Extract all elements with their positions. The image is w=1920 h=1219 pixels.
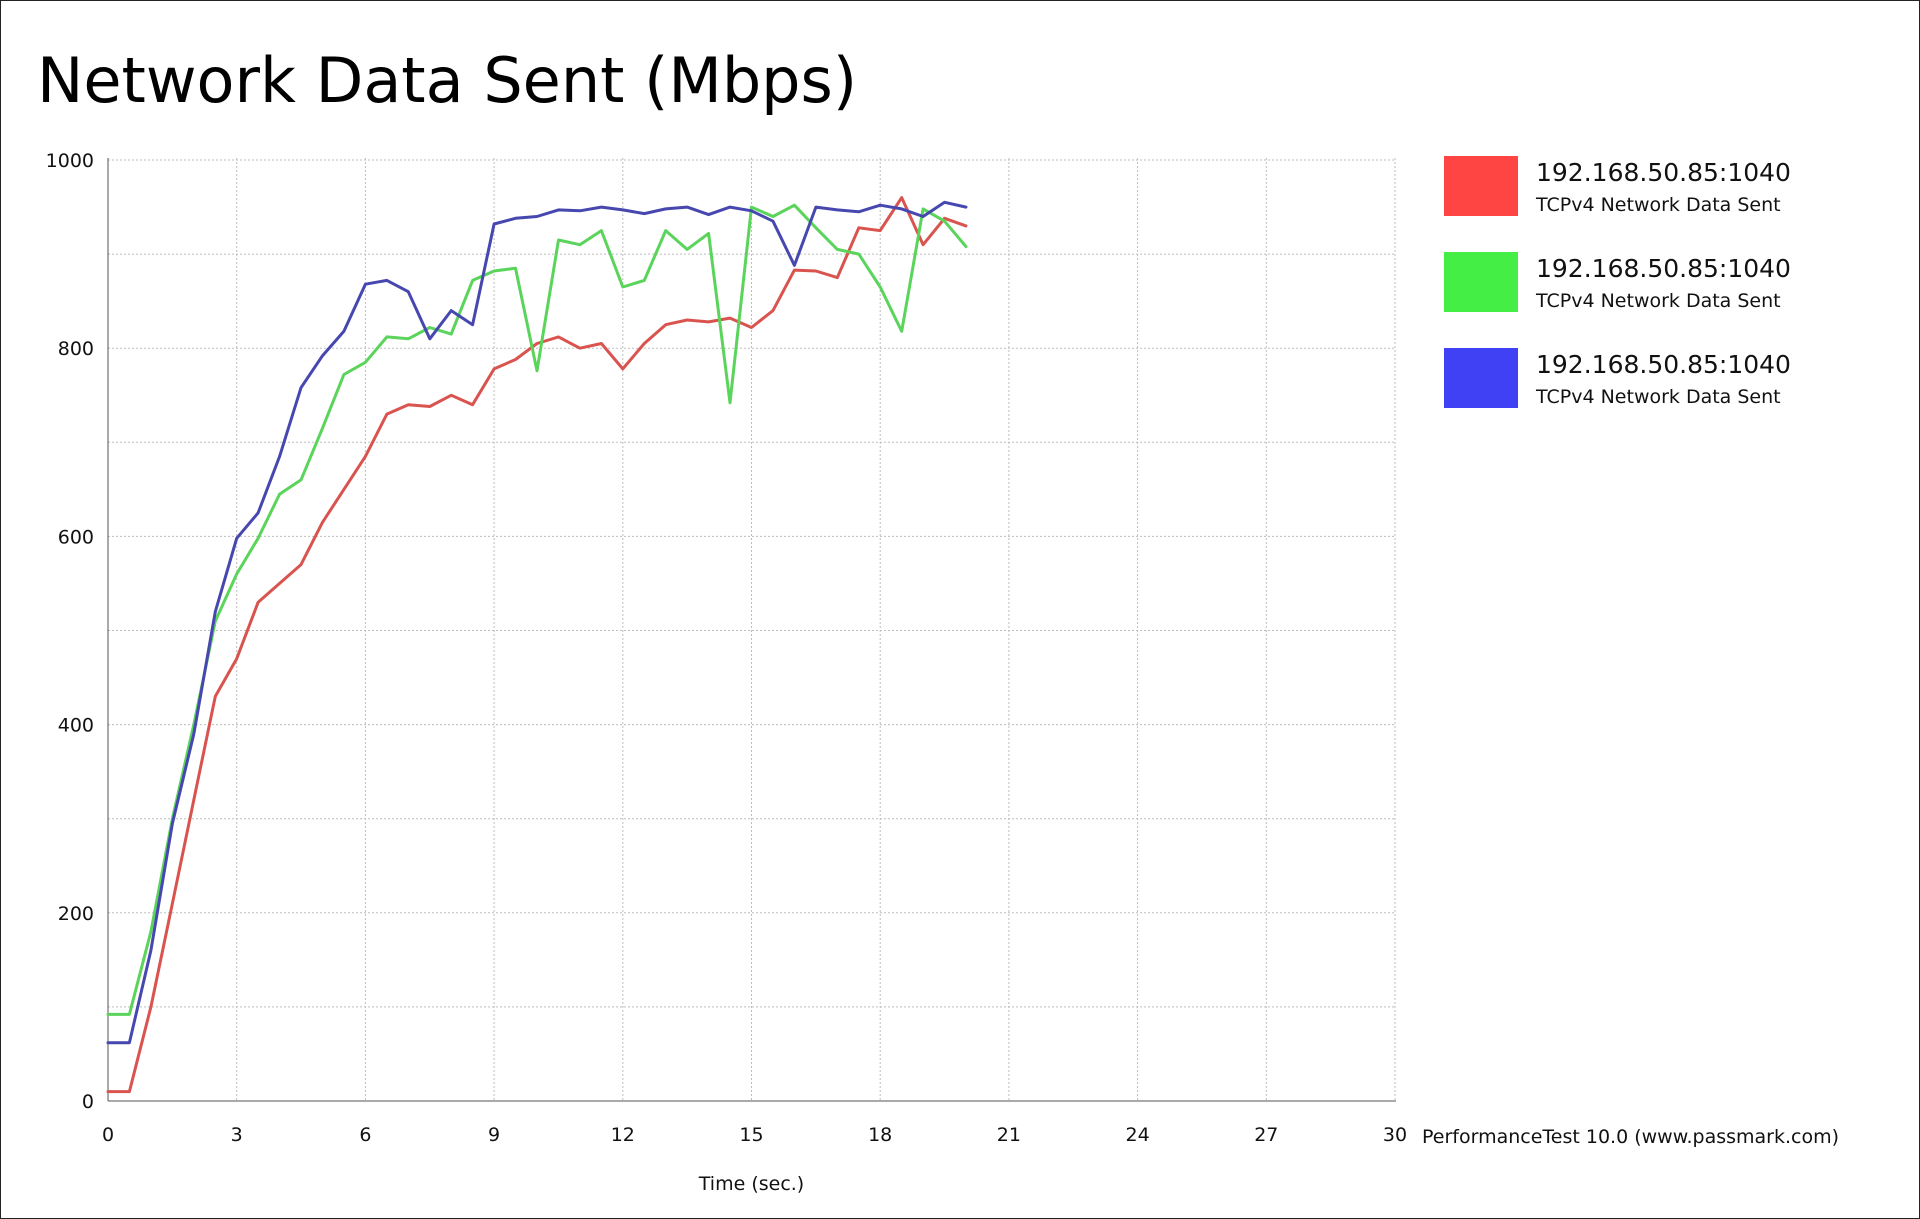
legend-item: 192.168.50.85:1040 TCPv4 Network Data Sen…: [1444, 348, 1864, 444]
series-line-3: [106, 200, 968, 1045]
legend-item: 192.168.50.85:1040 TCPv4 Network Data Sen…: [1444, 156, 1864, 252]
legend-swatch: [1444, 156, 1518, 216]
chart-title: Network Data Sent (Mbps): [37, 44, 858, 117]
grid: [107, 158, 1396, 1102]
y-tick-label: 800: [58, 338, 94, 360]
x-tick-label: 18: [868, 1124, 892, 1146]
x-tick-label: 12: [611, 1124, 635, 1146]
x-tick-label: 6: [359, 1124, 371, 1146]
series-lines: [106, 196, 968, 1094]
y-tick-label: 400: [58, 715, 94, 737]
legend-swatch: [1444, 348, 1518, 408]
x-axis-label: Time (sec.): [698, 1173, 804, 1195]
y-tick-label: 200: [58, 903, 94, 925]
x-tick-label: 24: [1126, 1124, 1150, 1146]
y-tick-label: 0: [82, 1091, 94, 1113]
legend: 192.168.50.85:1040 TCPv4 Network Data Sen…: [1444, 156, 1864, 444]
x-tick-label: 21: [997, 1124, 1021, 1146]
legend-series-name: 192.168.50.85:1040: [1536, 254, 1791, 283]
x-tick-label: 27: [1254, 1124, 1278, 1146]
series-line-2: [106, 203, 968, 1016]
tick-labels: 0 3 6 9 12 15 18 21 24 27 30 0 200 400 600 800 1000: [46, 150, 1407, 1146]
legend-series-description: TCPv4 Network Data Sent: [1536, 290, 1781, 312]
legend-item: 192.168.50.85:1040 TCPv4 Network Data Sen…: [1444, 252, 1864, 348]
legend-series-name: 192.168.50.85:1040: [1536, 158, 1791, 187]
x-tick-label: 15: [739, 1124, 763, 1146]
legend-series-description: TCPv4 Network Data Sent: [1536, 386, 1781, 408]
credit-text: PerformanceTest 10.0 (www.passmark.com): [1422, 1126, 1840, 1148]
x-tick-label: 9: [488, 1124, 500, 1146]
series-line-1: [106, 196, 968, 1094]
x-tick-label: 0: [102, 1124, 114, 1146]
x-tick-label: 3: [231, 1124, 243, 1146]
legend-swatch: [1444, 252, 1518, 312]
y-tick-label: 1000: [46, 150, 94, 172]
y-tick-label: 600: [58, 526, 94, 548]
legend-series-name: 192.168.50.85:1040: [1536, 350, 1791, 379]
legend-series-description: TCPv4 Network Data Sent: [1536, 194, 1781, 216]
x-tick-label: 30: [1383, 1124, 1407, 1146]
